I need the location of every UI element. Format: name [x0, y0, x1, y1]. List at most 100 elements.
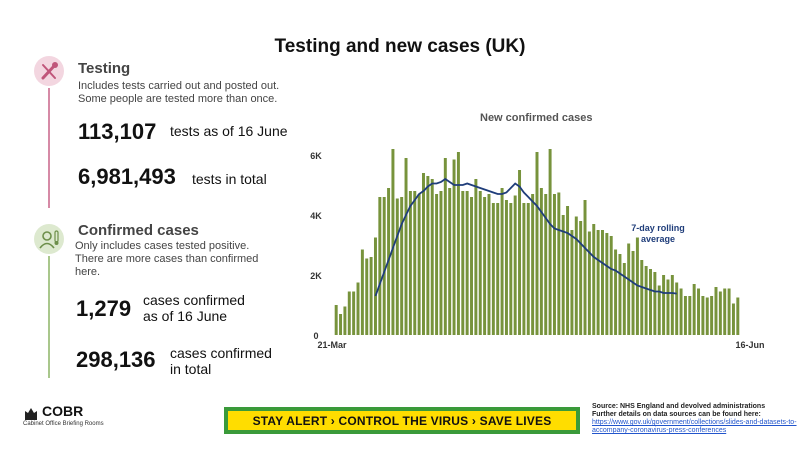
bar	[343, 306, 347, 335]
bar	[526, 203, 530, 335]
bar	[478, 191, 482, 335]
confirmed-heading: Confirmed cases	[78, 222, 199, 239]
bar	[640, 260, 644, 335]
cases-daily-value: 1,279	[76, 296, 132, 321]
source-line-2: Further details on data sources can be f…	[592, 411, 761, 418]
bar	[539, 188, 543, 335]
bar	[360, 249, 364, 335]
bar	[570, 230, 574, 335]
bar	[622, 263, 626, 335]
cases-total-label-2: in total	[170, 361, 212, 377]
bar	[614, 249, 618, 335]
bar	[579, 221, 583, 335]
bar	[552, 194, 556, 335]
bar	[561, 215, 565, 335]
source-link-1[interactable]: https://www.gov.uk/government/collection…	[592, 419, 797, 426]
banner-text: STAY ALERT › CONTROL THE VIRUS › SAVE LI…	[252, 414, 552, 428]
logo-name: COBR	[42, 403, 84, 419]
bar	[596, 230, 600, 335]
chart-title: New confirmed cases	[480, 112, 593, 124]
bar	[400, 197, 404, 335]
bar	[382, 197, 386, 335]
source-notes: Source: NHS England and devolved adminis…	[592, 403, 797, 435]
bar	[422, 173, 425, 335]
y-tick-label: 6K	[310, 151, 322, 161]
cases-chart: 0 2K 4K 6K 21-Mar 16-Jun 7-day rolling average	[310, 149, 765, 350]
y-tick-label: 2K	[310, 271, 322, 281]
stay-alert-banner: STAY ALERT › CONTROL THE VIRUS › SAVE LI…	[224, 407, 580, 434]
bar	[566, 206, 570, 335]
confirmed-description: Only includes cases tested positive. The…	[75, 240, 259, 278]
source-link-2[interactable]: accompany-coronavirus-press-conferences	[592, 427, 727, 434]
bar	[544, 194, 548, 335]
bar	[697, 288, 701, 335]
bar	[448, 188, 452, 335]
bar	[727, 288, 731, 335]
bar	[496, 203, 500, 335]
bar	[413, 191, 417, 335]
bar	[592, 224, 596, 335]
bar	[443, 158, 447, 335]
bar	[587, 231, 591, 335]
bar	[491, 203, 495, 335]
tests-daily-value: 113,107	[78, 119, 157, 144]
testing-heading: Testing	[78, 60, 131, 77]
bar	[670, 275, 674, 335]
bar	[365, 258, 369, 335]
bar	[404, 158, 408, 335]
bar	[352, 291, 356, 335]
bar	[710, 296, 714, 335]
bar	[339, 314, 343, 335]
bar	[657, 285, 661, 335]
bar	[653, 272, 657, 335]
bar	[509, 203, 513, 335]
bar	[631, 251, 635, 335]
bar	[618, 254, 622, 335]
test-swab-icon	[34, 56, 64, 86]
bar	[435, 194, 439, 335]
cases-total-value: 298,136	[76, 347, 156, 372]
tests-total-value: 6,981,493	[78, 164, 176, 189]
bar	[718, 291, 722, 335]
cases-daily-label-2: as of 16 June	[143, 308, 228, 324]
bar	[500, 188, 504, 335]
bar	[522, 203, 526, 335]
person-thermometer-icon	[34, 224, 64, 254]
bar	[487, 194, 491, 335]
bar	[439, 191, 443, 335]
bar	[600, 230, 604, 335]
cases-daily-label-1: cases confirmed	[143, 292, 245, 308]
bar	[395, 198, 399, 335]
bar	[452, 159, 456, 335]
bar	[574, 216, 578, 335]
testing-description: Includes tests carried out and posted ou…	[78, 80, 280, 105]
bar	[666, 279, 670, 335]
royal-crest-icon	[22, 404, 62, 422]
bar	[701, 296, 705, 335]
x-tick-label-start: 21-Mar	[317, 340, 347, 350]
bar	[461, 191, 465, 335]
tests-total-label: tests in total	[192, 171, 267, 187]
bar	[373, 237, 377, 335]
bar	[408, 191, 412, 335]
tests-daily-label: tests as of 16 June	[170, 123, 288, 139]
bar	[705, 297, 709, 335]
bar	[731, 303, 735, 335]
bar	[474, 179, 478, 335]
bar	[391, 149, 395, 335]
bar	[378, 197, 382, 335]
bar	[518, 170, 522, 335]
bar	[692, 284, 696, 335]
bar	[426, 176, 430, 335]
source-line-1: Source: NHS England and devolved adminis…	[592, 403, 766, 410]
confirmed-divider	[48, 256, 50, 378]
logo-subtitle: Cabinet Office Briefing Rooms	[23, 421, 104, 427]
rolling-average-line	[374, 177, 677, 297]
line-annotation: 7-day rolling average	[631, 223, 685, 244]
bar	[535, 152, 539, 335]
bar	[356, 282, 360, 335]
bar	[347, 291, 351, 335]
bar	[688, 296, 692, 335]
bar	[557, 192, 561, 335]
bar	[683, 296, 687, 335]
